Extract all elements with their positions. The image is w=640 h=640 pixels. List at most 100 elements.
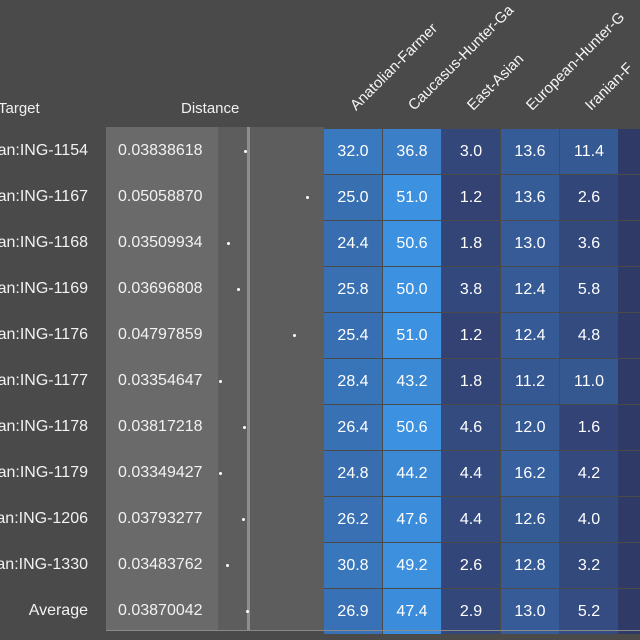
admixture-cell[interactable]: 2.6 xyxy=(560,175,618,220)
admixture-cell[interactable]: 47.4 xyxy=(383,589,441,634)
admixture-cell[interactable]: 12.8 xyxy=(501,543,559,588)
admixture-cell[interactable]: 4.4 xyxy=(442,497,500,542)
admixture-cell[interactable]: 4.2 xyxy=(560,451,618,496)
admixture-cell[interactable]: 5.2 xyxy=(560,589,618,634)
target-label: an:ING-1154 xyxy=(0,142,88,159)
admixture-cell-partial xyxy=(618,359,640,404)
admixture-cell-partial xyxy=(618,543,640,588)
target-label: an:ING-1169 xyxy=(0,280,88,297)
admixture-cell[interactable]: 11.0 xyxy=(560,359,618,404)
header-population-caucasus-hunter-gatherer[interactable]: Caucasus-Hunter-Ga xyxy=(404,1,518,114)
admixture-cell[interactable]: 4.4 xyxy=(442,451,500,496)
admixture-cell[interactable]: 47.6 xyxy=(383,497,441,542)
target-label: an:ING-1179 xyxy=(0,464,88,481)
admixture-cell[interactable]: 13.6 xyxy=(501,129,559,174)
admixture-cell[interactable]: 11.2 xyxy=(501,359,559,404)
distance-value: 0.03817218 xyxy=(118,418,203,435)
admixture-cell[interactable]: 4.8 xyxy=(560,313,618,358)
admixture-cell[interactable]: 4.0 xyxy=(560,497,618,542)
admixture-cell[interactable]: 49.2 xyxy=(383,543,441,588)
header-population-european-hunter-gatherer[interactable]: European-Hunter-G xyxy=(522,8,629,114)
admixture-cell[interactable]: 1.6 xyxy=(560,405,618,450)
admixture-cell[interactable]: 1.2 xyxy=(442,313,500,358)
admixture-cell[interactable]: 1.8 xyxy=(442,359,500,404)
admixture-cell-partial xyxy=(618,175,640,220)
admixture-cell[interactable]: 12.4 xyxy=(501,313,559,358)
admixture-cell[interactable]: 24.4 xyxy=(324,221,382,266)
admixture-cell[interactable]: 32.0 xyxy=(324,129,382,174)
table-row[interactable]: an:ING-1154 0.03838618 32.0 36.8 3.0 13.6 11.4 xyxy=(0,129,640,175)
admixture-cell[interactable]: 16.2 xyxy=(501,451,559,496)
table-bottom-border xyxy=(106,630,640,631)
table-row[interactable]: an:ING-1330 0.03483762 30.8 49.2 2.6 12.8 3.2 xyxy=(0,543,640,589)
admixture-cell[interactable]: 12.4 xyxy=(501,267,559,312)
admixture-cell[interactable]: 3.2 xyxy=(560,543,618,588)
table-row[interactable]: an:ING-1168 0.03509934 24.4 50.6 1.8 13.0 3.6 xyxy=(0,221,640,267)
table-row[interactable]: an:ING-1206 0.03793277 26.2 47.6 4.4 12.6 4.0 xyxy=(0,497,640,543)
table-row[interactable]: an:ING-1167 0.05058870 25.0 51.0 1.2 13.6 2.6 xyxy=(0,175,640,221)
admixture-cell[interactable]: 26.4 xyxy=(324,405,382,450)
distance-dot xyxy=(244,150,247,153)
admixture-cell[interactable]: 12.6 xyxy=(501,497,559,542)
admixture-cell[interactable]: 26.9 xyxy=(324,589,382,634)
admixture-cell[interactable]: 36.8 xyxy=(383,129,441,174)
admixture-cell[interactable]: 26.2 xyxy=(324,497,382,542)
admixture-cell[interactable]: 1.8 xyxy=(442,221,500,266)
dotplot-divider xyxy=(247,127,250,630)
header-population-iranian-farmer[interactable]: Iranian-F xyxy=(581,59,637,114)
table-row[interactable]: an:ING-1178 0.03817218 26.4 50.6 4.6 12.0 1.6 xyxy=(0,405,640,451)
table-row[interactable]: an:ING-1176 0.04797859 25.4 51.0 1.2 12.4 4.8 xyxy=(0,313,640,359)
table-row[interactable]: an:ING-1169 0.03696808 25.8 50.0 3.8 12.4 5.8 xyxy=(0,267,640,313)
distance-dot xyxy=(226,564,229,567)
admixture-cell[interactable]: 24.8 xyxy=(324,451,382,496)
admixture-cell[interactable]: 4.6 xyxy=(442,405,500,450)
admixture-cell[interactable]: 44.2 xyxy=(383,451,441,496)
target-label: an:ING-1176 xyxy=(0,326,88,343)
admixture-cell[interactable]: 13.0 xyxy=(501,589,559,634)
distance-dot xyxy=(243,426,246,429)
distance-value: 0.03354647 xyxy=(118,372,203,389)
admixture-cell[interactable]: 50.6 xyxy=(383,405,441,450)
admixture-cell[interactable]: 43.2 xyxy=(383,359,441,404)
table-row[interactable]: Average 0.03870042 26.9 47.4 2.9 13.0 5.2 xyxy=(0,589,640,635)
admixture-cell-partial xyxy=(618,313,640,358)
distance-value: 0.04797859 xyxy=(118,326,203,343)
admixture-cell[interactable]: 3.0 xyxy=(442,129,500,174)
admixture-cell[interactable]: 25.0 xyxy=(324,175,382,220)
admixture-cell[interactable]: 12.0 xyxy=(501,405,559,450)
admixture-cell[interactable]: 50.6 xyxy=(383,221,441,266)
admixture-cell[interactable]: 25.4 xyxy=(324,313,382,358)
admixture-cell[interactable]: 3.6 xyxy=(560,221,618,266)
distance-value: 0.03483762 xyxy=(118,556,203,573)
admixture-cell-partial xyxy=(618,129,640,174)
distance-dot xyxy=(242,518,245,521)
admixture-cell-partial xyxy=(618,221,640,266)
admixture-cell[interactable]: 3.8 xyxy=(442,267,500,312)
distance-dot xyxy=(306,196,309,199)
distance-value: 0.03870042 xyxy=(118,602,203,619)
admixture-cell[interactable]: 25.8 xyxy=(324,267,382,312)
admixture-cell[interactable]: 51.0 xyxy=(383,313,441,358)
distance-dot xyxy=(219,380,222,383)
admixture-cell[interactable]: 13.6 xyxy=(501,175,559,220)
header-distance[interactable]: Distance xyxy=(181,100,240,117)
target-label: an:ING-1177 xyxy=(0,372,88,389)
header-target[interactable]: Target xyxy=(0,100,40,117)
distance-dot xyxy=(246,610,249,613)
admixture-cell[interactable]: 13.0 xyxy=(501,221,559,266)
table-row[interactable]: an:ING-1179 0.03349427 24.8 44.2 4.4 16.2 4.2 xyxy=(0,451,640,497)
table-row[interactable]: an:ING-1177 0.03354647 28.4 43.2 1.8 11.2 11.0 xyxy=(0,359,640,405)
admixture-cell[interactable]: 5.8 xyxy=(560,267,618,312)
admixture-cell[interactable]: 1.2 xyxy=(442,175,500,220)
admixture-cell[interactable]: 51.0 xyxy=(383,175,441,220)
distance-dot xyxy=(293,334,296,337)
header-population-east-asian[interactable]: East-Asian xyxy=(463,50,528,114)
admixture-cell[interactable]: 30.8 xyxy=(324,543,382,588)
admixture-cell-partial xyxy=(618,405,640,450)
admixture-cell[interactable]: 28.4 xyxy=(324,359,382,404)
admixture-cell[interactable]: 11.4 xyxy=(560,129,618,174)
admixture-cell[interactable]: 50.0 xyxy=(383,267,441,312)
target-label: an:ING-1167 xyxy=(0,188,88,205)
admixture-cell[interactable]: 2.6 xyxy=(442,543,500,588)
admixture-cell[interactable]: 2.9 xyxy=(442,589,500,634)
